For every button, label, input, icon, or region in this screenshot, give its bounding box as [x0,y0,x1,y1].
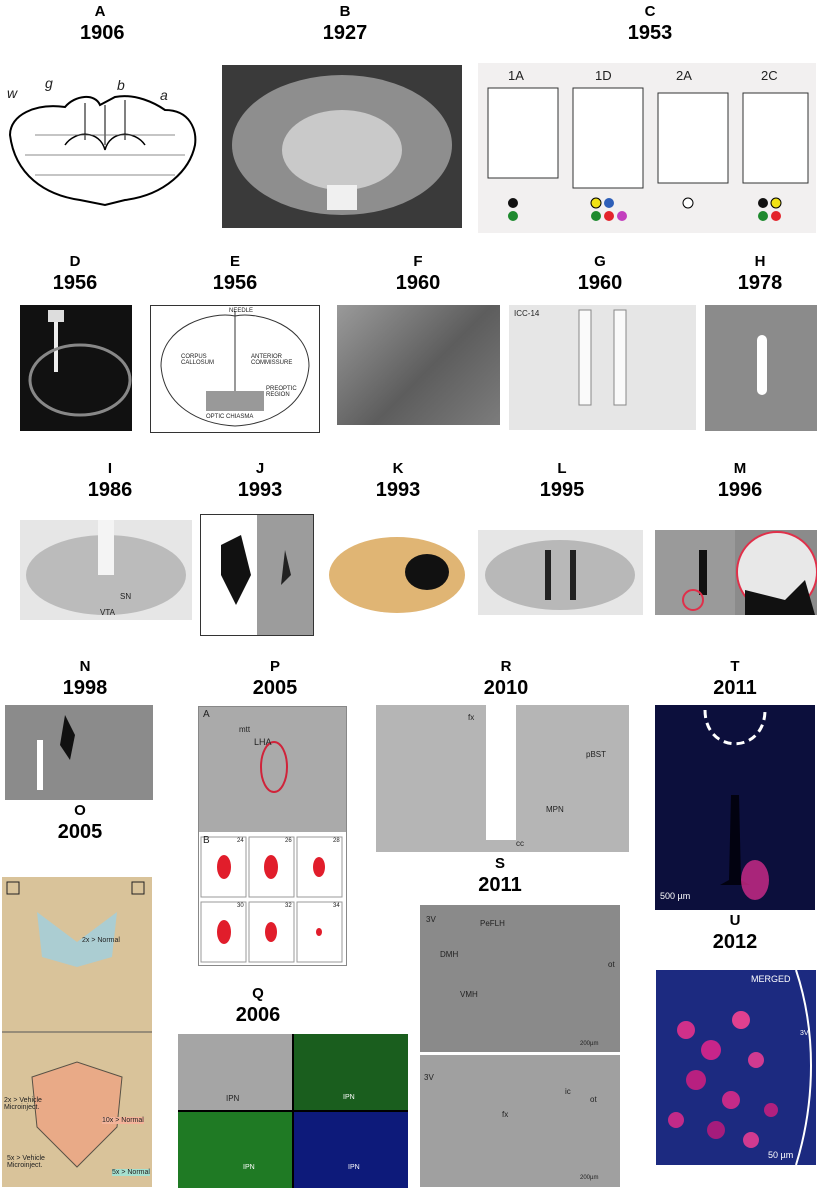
section-with-tracks [485,540,635,610]
xray-skull [28,310,132,417]
panel-p-image: A mtt LHA B 24 26 28 30 32 34 [198,706,347,966]
panel-l-image [478,530,643,615]
brain-sketch-drawing [8,95,197,207]
cannula-track [37,715,75,790]
panel-t-label: T 2011 [713,658,757,699]
lesion-with-inset [655,530,817,615]
panel-q-image: IPN IPN IPN IPN [178,1034,408,1188]
panel-o-label: O 2005 [57,802,103,843]
panel-f-label: F 1960 [395,253,441,294]
panel-a-label: A 1906 [80,3,125,44]
q-brightfield [178,1034,292,1110]
panel-s-image: 3V PeFLH DMH VMH ot 200µm 3V fx ic ot 20… [420,905,620,1187]
panel-m-image [655,530,817,615]
panel-i-label: I 1986 [87,460,133,501]
panel-h-label: H 1978 [737,253,783,294]
panel-n-image [5,705,153,800]
panel-c-label: C 1953 [627,3,673,44]
panel-p-label: P 2005 [252,658,298,699]
panel-d-label: D 1956 [52,253,98,294]
preoptic-section [486,705,516,840]
lha-section-and-atlas [199,707,346,963]
panel-n-label: N 1998 [62,658,108,699]
brain-outline-sketches [487,87,809,221]
electrode-tracks [578,309,627,406]
coronal-diagram [160,311,310,427]
panel-g-image: ICC-14 [509,305,696,430]
panel-r-label: R 2010 [483,658,529,699]
panel-d-image [20,305,132,431]
drawing-and-photo [221,515,313,635]
panel-j-image [200,514,314,636]
panel-t-image: 500 µm [655,705,815,910]
s-bottom-section [420,1055,620,1187]
panel-a-image: w g b a [5,75,200,210]
panel-u-image: MERGED 3V 50 µm [656,970,816,1165]
whole-brain-photo [329,537,465,613]
merged-fluorescence [668,970,812,1165]
lesion-mark [757,335,767,395]
panel-f-image [337,305,500,425]
panel-e-image: NEEDLE CORPUS CALLOSUM ANTERIOR COMMISSU… [150,305,320,433]
q-blue-high [294,1112,408,1188]
fluorescent-cannula [703,709,769,900]
panel-j-label: J 1993 [237,460,283,501]
panel-q-label: Q 2006 [235,985,281,1026]
panel-k-label: K 1993 [375,460,421,501]
panel-b-image [222,65,462,228]
q-green-high [178,1112,292,1188]
panel-b-label: B 1927 [322,3,368,44]
panel-o-image: 2x > Normal 2x > Vehicle Microinject. 10… [2,877,152,1187]
brain-section-photo [232,75,452,215]
panel-c-image: 1A 1D 2A 2C [478,63,816,233]
panel-m-label: M 1996 [717,460,763,501]
panel-u-label: U 2012 [712,912,758,953]
panel-i-image: SN VTA [20,520,192,620]
s-top-section [420,905,620,1052]
panel-l-label: L 1995 [539,460,585,501]
spread-diagram [2,881,152,1168]
midbrain-section [26,520,186,615]
panel-r-image: fx pBST MPN cc [376,705,629,852]
panel-h-image [705,305,817,431]
panel-k-image [325,530,468,615]
panel-e-label: E 1956 [212,253,258,294]
panel-s-label: S 2011 [478,855,522,896]
panel-g-label: G 1960 [577,253,623,294]
q-green-low [294,1034,408,1110]
